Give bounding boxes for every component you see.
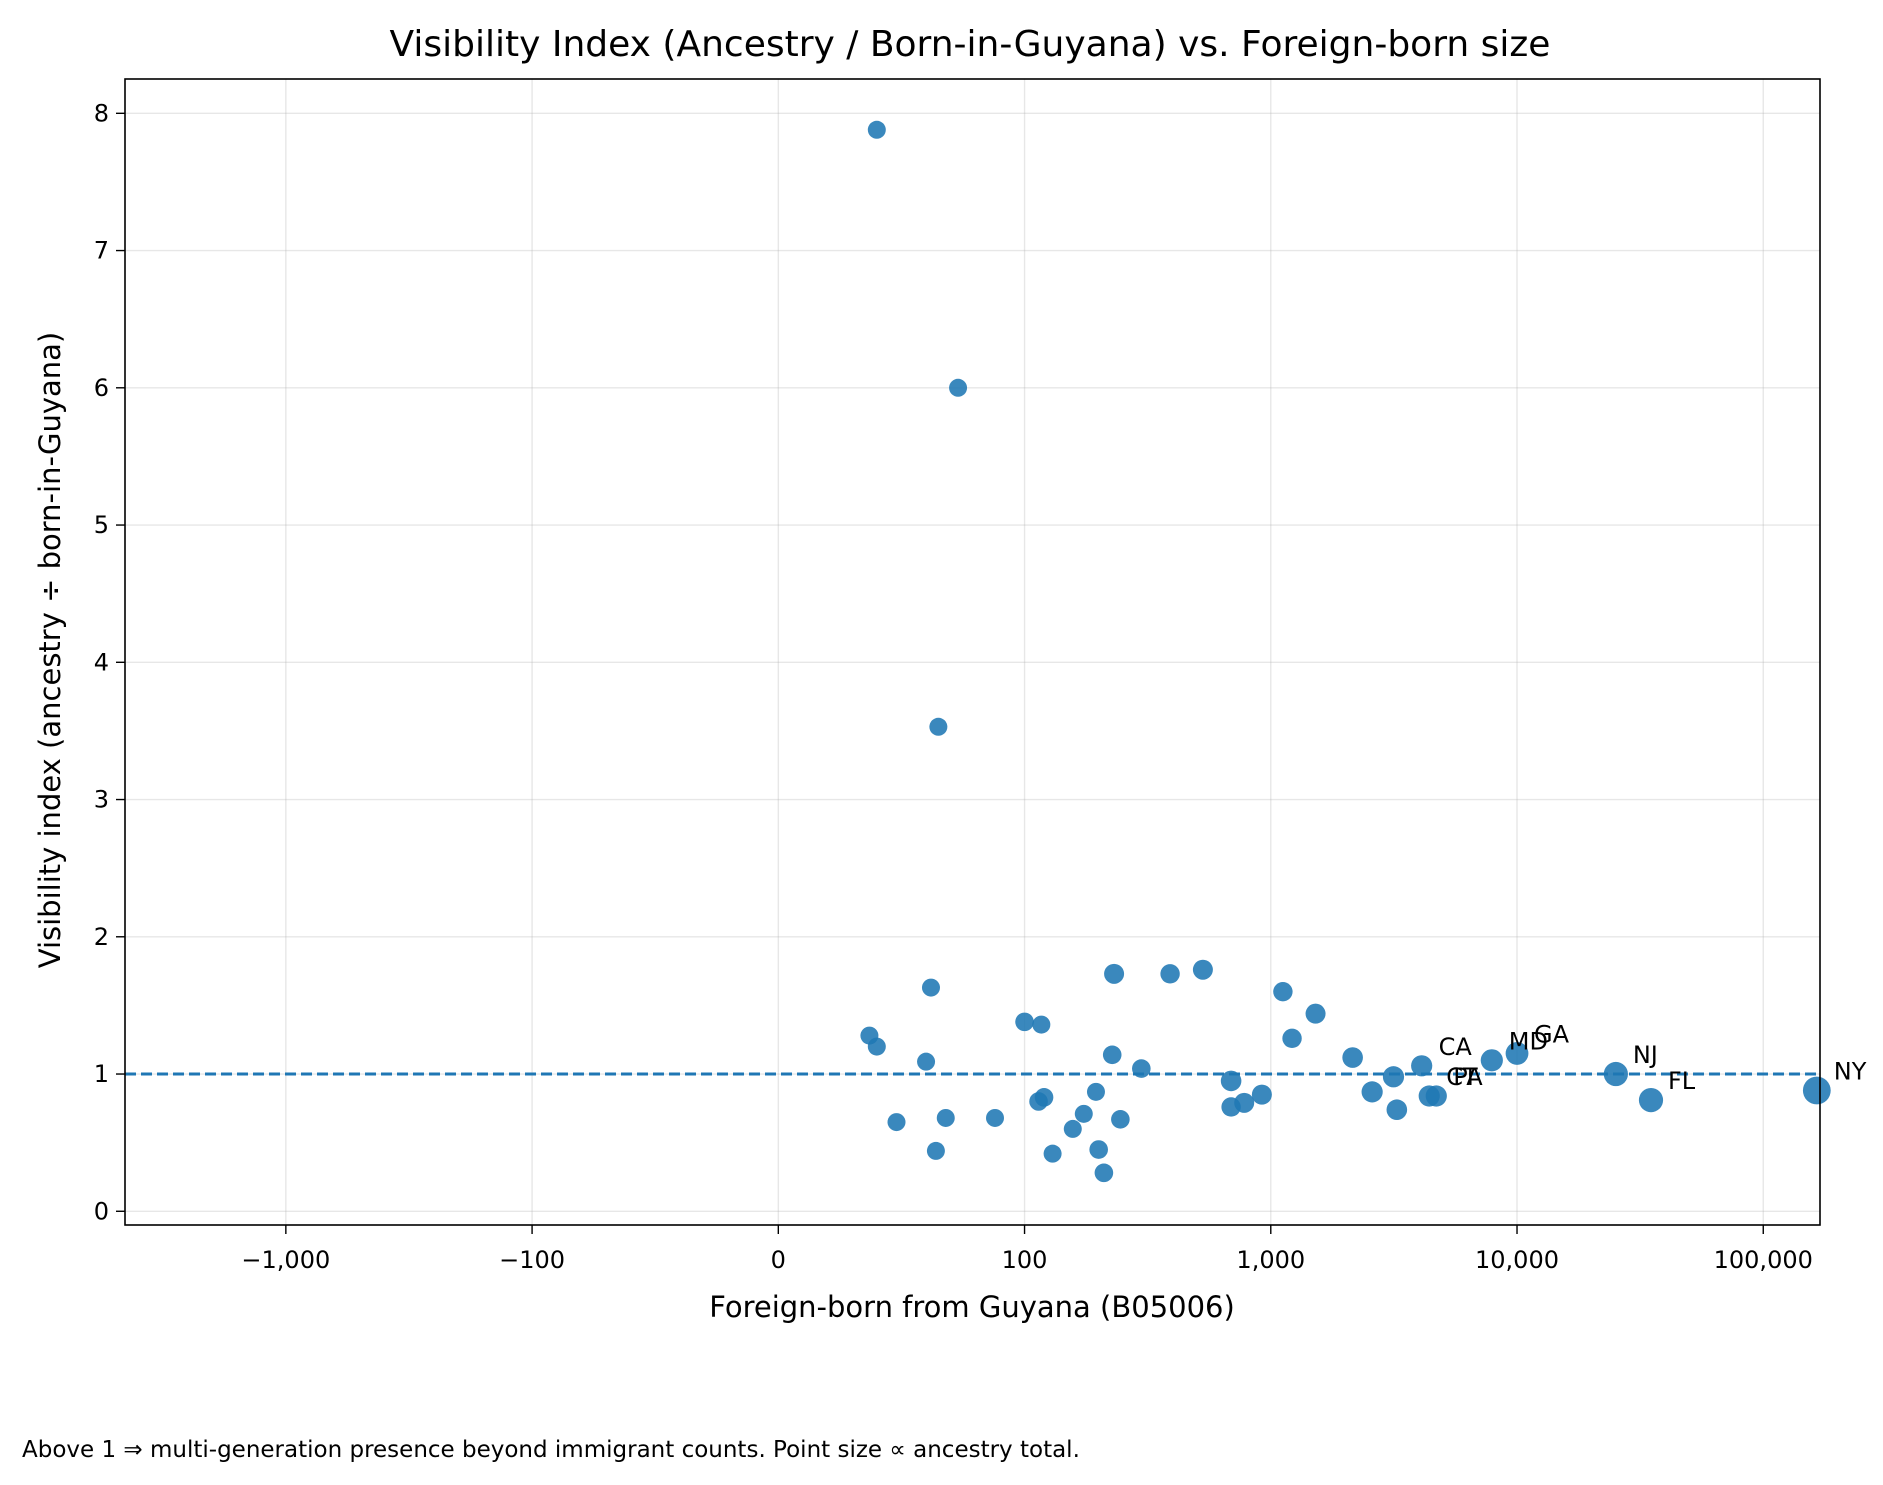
x-tick-label: 1,000 <box>1236 1246 1305 1274</box>
x-tick-label: 0 <box>771 1246 786 1274</box>
data-point <box>1089 1140 1108 1159</box>
x-tick-label: −100 <box>499 1246 565 1274</box>
data-point <box>1638 1088 1664 1113</box>
data-point <box>1305 1003 1326 1024</box>
point-label: CT <box>1446 1063 1478 1091</box>
data-point <box>1382 1066 1405 1088</box>
data-point <box>1063 1119 1082 1138</box>
plot-frame <box>124 78 1821 1226</box>
data-point <box>917 1052 936 1071</box>
data-point <box>1094 1163 1114 1183</box>
data-point <box>1342 1047 1363 1068</box>
data-point <box>949 378 968 397</box>
data-point <box>921 978 940 997</box>
point-label: NJ <box>1633 1041 1658 1069</box>
point-label: PA <box>1453 1063 1483 1091</box>
data-points <box>860 120 1831 1183</box>
x-axis-ticks: −1,000 −100 0 100 1,000 10,000 100,000 <box>241 1225 1813 1274</box>
y-tick-label: 2 <box>94 923 109 951</box>
data-point <box>887 1113 906 1132</box>
data-point <box>1603 1061 1628 1087</box>
data-point <box>929 717 948 736</box>
data-point <box>1220 1070 1242 1092</box>
data-point <box>936 1108 955 1127</box>
data-point <box>1802 1076 1831 1105</box>
x-tick-label: −1,000 <box>241 1246 330 1274</box>
y-tick-label: 1 <box>94 1060 109 1088</box>
data-point <box>1086 1082 1105 1101</box>
point-label: CA <box>1439 1033 1473 1061</box>
data-point <box>1102 1045 1122 1065</box>
y-tick-label: 8 <box>94 99 109 127</box>
data-point <box>867 1037 886 1056</box>
data-point <box>1043 1144 1062 1163</box>
data-point <box>1361 1081 1383 1103</box>
data-point <box>1480 1049 1503 1072</box>
data-point <box>1032 1015 1051 1034</box>
x-axis-label: Foreign-born from Guyana (B05006) <box>709 1290 1235 1324</box>
data-point <box>1111 1110 1130 1129</box>
data-point <box>1411 1055 1433 1077</box>
data-point <box>1425 1085 1447 1107</box>
data-point <box>1273 981 1293 1002</box>
data-point <box>1160 964 1180 984</box>
data-point <box>1251 1084 1272 1105</box>
data-point <box>1282 1028 1302 1049</box>
data-point <box>1234 1092 1255 1113</box>
y-tick-label: 3 <box>94 786 109 814</box>
chart-title: Visibility Index (Ancestry / Born-in-Guy… <box>390 24 1551 65</box>
grid <box>125 79 1820 1225</box>
data-point <box>867 120 886 139</box>
data-point <box>1104 963 1125 984</box>
y-axis-ticks: 0 1 2 3 4 5 6 7 8 <box>94 99 125 1225</box>
data-point <box>1192 959 1213 980</box>
point-label: GA <box>1534 1020 1570 1048</box>
x-tick-label: 10,000 <box>1475 1246 1559 1274</box>
point-label: FL <box>1668 1067 1696 1095</box>
data-point <box>1386 1099 1408 1121</box>
y-tick-label: 4 <box>94 648 109 676</box>
y-tick-label: 0 <box>94 1197 109 1225</box>
point-label: NY <box>1834 1057 1867 1085</box>
data-point <box>1505 1042 1529 1065</box>
x-tick-label: 100,000 <box>1714 1246 1813 1274</box>
y-axis-label: Visibility index (ancestry ÷ born-in-Guy… <box>33 332 67 969</box>
data-point <box>1132 1059 1151 1078</box>
chart-caption: Above 1 ⇒ multi-generation presence beyo… <box>22 1437 1080 1463</box>
data-point <box>1015 1012 1034 1032</box>
data-point <box>926 1141 945 1160</box>
data-point <box>1074 1104 1093 1123</box>
y-tick-label: 5 <box>94 511 109 539</box>
x-tick-label: 100 <box>1002 1246 1048 1274</box>
y-tick-label: 6 <box>94 374 109 402</box>
data-point <box>1034 1088 1054 1107</box>
data-point <box>986 1108 1005 1127</box>
point-label: MD <box>1509 1027 1548 1055</box>
y-tick-label: 7 <box>94 237 109 265</box>
